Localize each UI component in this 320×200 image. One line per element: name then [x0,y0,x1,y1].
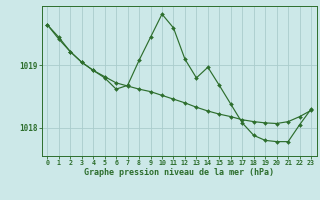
X-axis label: Graphe pression niveau de la mer (hPa): Graphe pression niveau de la mer (hPa) [84,168,274,177]
